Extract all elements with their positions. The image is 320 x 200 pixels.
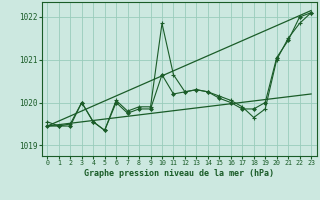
- X-axis label: Graphe pression niveau de la mer (hPa): Graphe pression niveau de la mer (hPa): [84, 169, 274, 178]
